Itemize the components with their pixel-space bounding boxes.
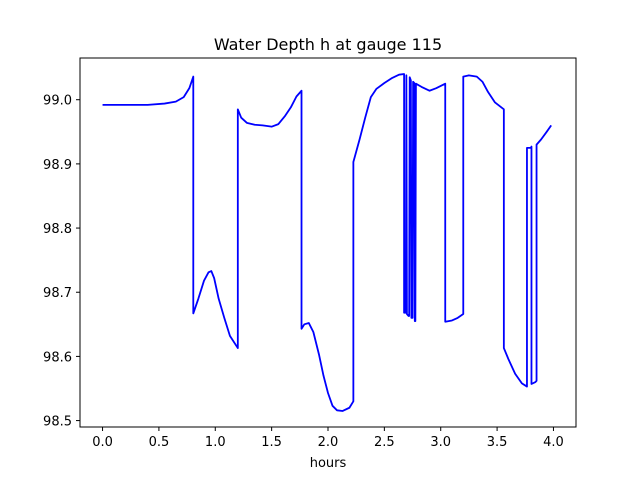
y-tick-group: 98.5 98.6 98.7 98.8 98.9 99.0 (43, 94, 80, 430)
x-tick-label: 1.5 (261, 435, 282, 450)
x-axis-label: hours (310, 456, 347, 471)
plot-frame (79, 57, 577, 428)
y-tick-label: 99.0 (43, 94, 72, 109)
series-line (102, 73, 552, 412)
chart-title: Water Depth h at gauge 115 (214, 35, 442, 54)
x-tick-label: 0.5 (149, 435, 170, 450)
x-tick-label: 3.5 (487, 435, 508, 450)
x-tick-label: 2.5 (374, 435, 395, 450)
x-tick-label: 4.0 (543, 435, 564, 450)
x-tick-label: 1.0 (205, 435, 226, 450)
x-tick-group: 0.0 0.5 1.0 1.5 2.0 2.5 3.0 3.5 4.0 (92, 427, 564, 450)
y-tick-label: 98.5 (43, 415, 72, 430)
y-tick-label: 98.7 (43, 286, 72, 301)
y-tick-label: 98.6 (43, 350, 72, 365)
y-tick-label: 98.9 (43, 158, 72, 173)
x-tick-label: 0.0 (92, 435, 113, 450)
x-tick-label: 3.0 (430, 435, 451, 450)
x-tick-label: 2.0 (318, 435, 339, 450)
y-tick-label: 98.8 (43, 222, 72, 237)
plot-clip-region (102, 73, 552, 412)
